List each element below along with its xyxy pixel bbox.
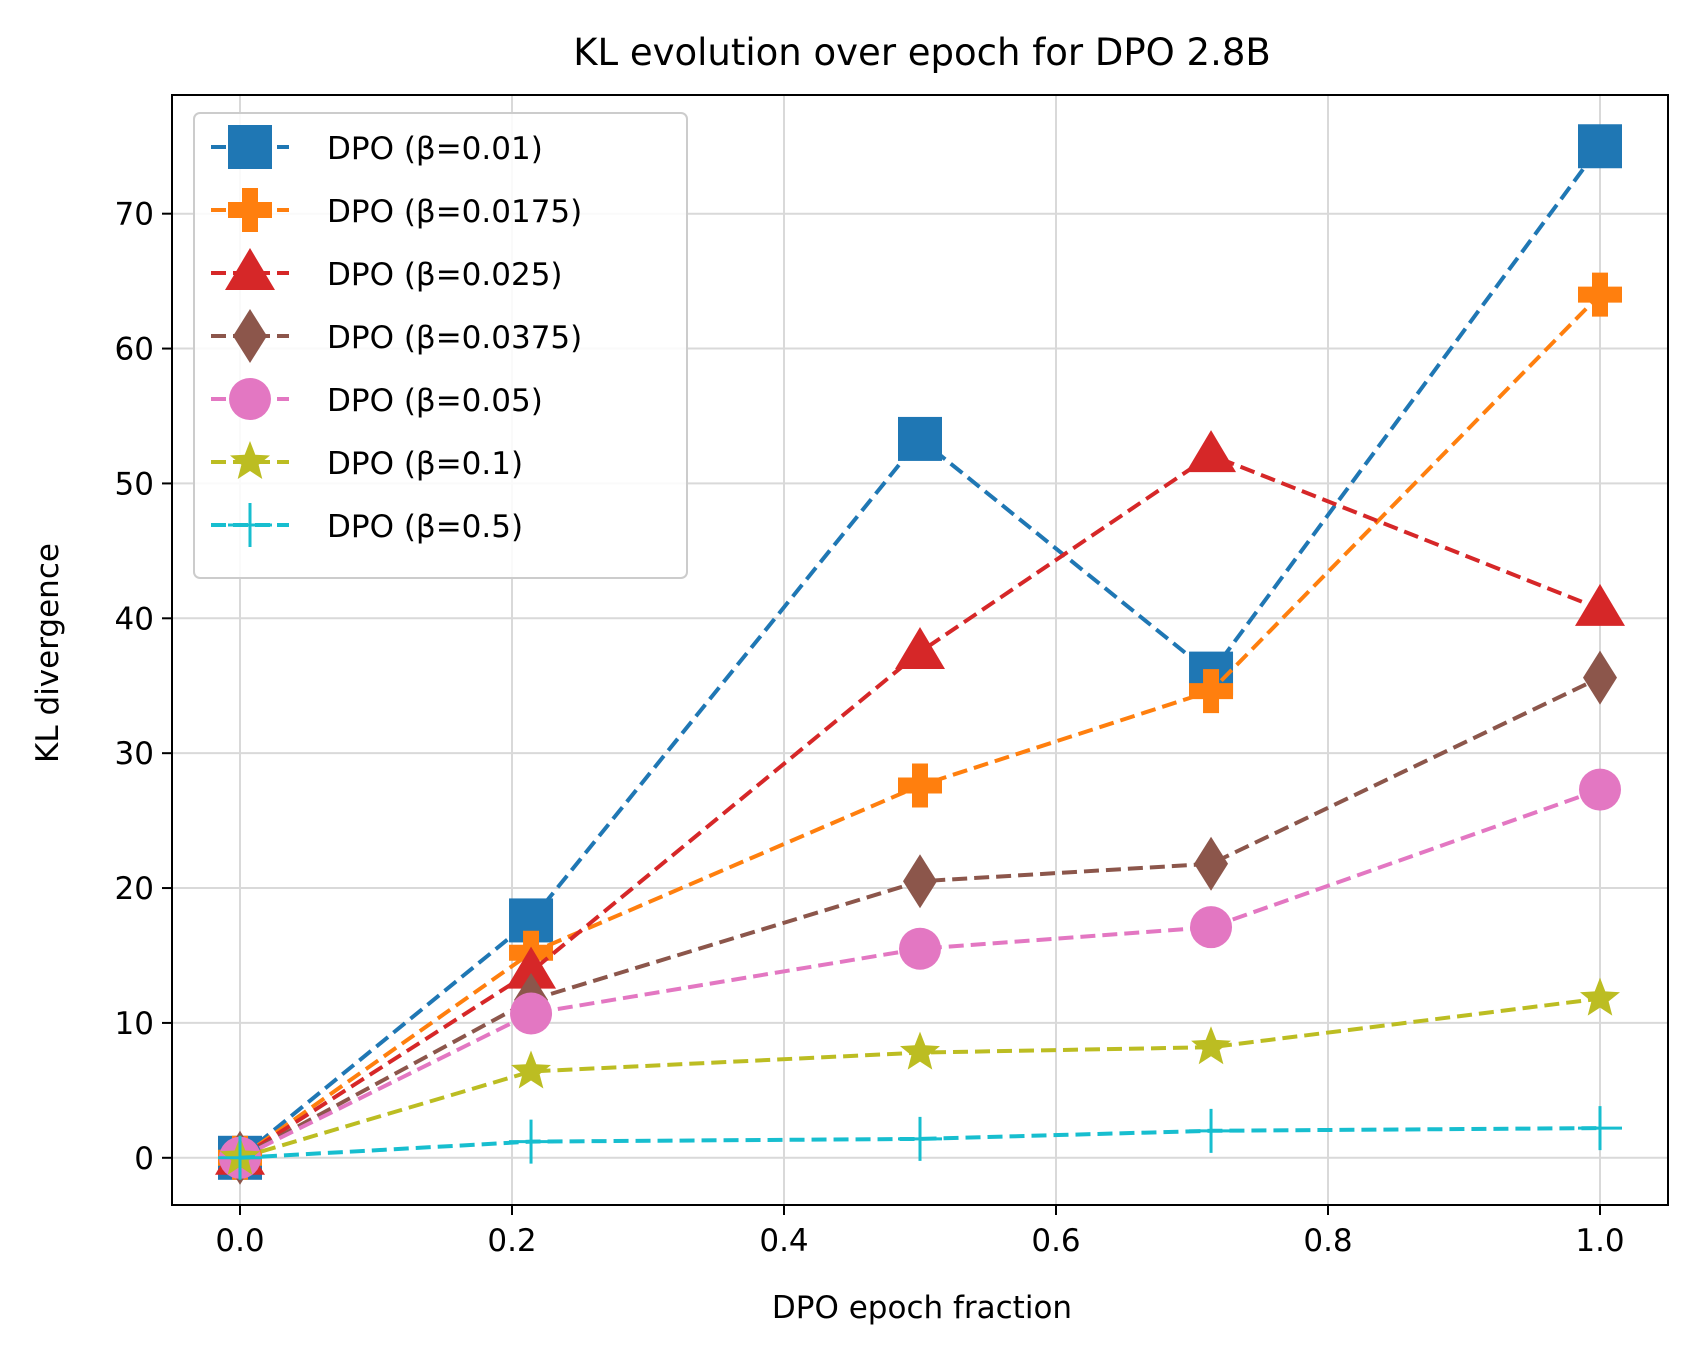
legend-marker (228, 503, 272, 547)
legend-label: DPO (β=0.01) (327, 131, 543, 167)
data-point (899, 927, 941, 970)
data-point (1191, 1026, 1231, 1065)
legend-box (193, 112, 688, 579)
legend-marker (228, 125, 272, 169)
series-7 (218, 1106, 1622, 1180)
data-point (511, 1050, 551, 1089)
x-tick-label: 0.0 (215, 1223, 264, 1259)
data-point (1578, 124, 1622, 169)
legend-entry: DPO (β=0.025) (211, 248, 563, 293)
y-tick-label: 70 (115, 197, 154, 233)
data-point (1189, 669, 1234, 714)
y-axis-label: KL divergence (30, 543, 66, 763)
legend-label: DPO (β=0.0375) (327, 320, 582, 356)
legend-entry: DPO (β=0.05) (211, 378, 543, 420)
data-point (509, 1119, 554, 1164)
legend: DPO (β=0.01) DPO (β=0.0175) DPO (β=0.025) D… (193, 112, 688, 579)
legend-marker (225, 248, 275, 290)
legend-label: DPO (β=0.0175) (327, 194, 582, 230)
data-point (898, 763, 942, 808)
legend-marker (233, 309, 267, 363)
legend-label: DPO (β=0.05) (327, 383, 543, 419)
legend-label: DPO (β=0.5) (327, 509, 523, 545)
x-tick-label: 0.6 (1031, 1223, 1080, 1259)
y-tick-label: 30 (115, 736, 154, 772)
legend-marker (229, 378, 271, 420)
grid-lines (172, 95, 1668, 1205)
x-tick-label: 0.8 (1303, 1223, 1352, 1259)
x-tick-label: 0.4 (759, 1223, 808, 1259)
data-point (1186, 430, 1237, 473)
data-point (900, 1031, 940, 1070)
plot-series (215, 124, 1625, 1185)
data-point (1578, 1106, 1622, 1151)
y-tick-label: 40 (115, 601, 154, 637)
data-point (1194, 836, 1229, 891)
data-point (895, 627, 945, 670)
x-tick-label: 1.0 (1575, 1223, 1624, 1259)
data-point (1189, 1108, 1234, 1153)
data-point (898, 416, 942, 461)
data-point (1579, 768, 1621, 811)
plot-frame (171, 94, 1669, 1206)
series-line (239, 1126, 1601, 1160)
y-tick-label: 20 (115, 871, 154, 907)
y-tick-label: 60 (115, 332, 154, 368)
legend-entry: DPO (β=0.0175) (211, 188, 582, 232)
y-tick-label: 50 (115, 466, 154, 502)
y-tick-label: 10 (115, 1006, 154, 1042)
data-point (506, 946, 557, 989)
legend-marker (228, 188, 272, 232)
data-point (510, 992, 553, 1035)
axis-ticks: 0.0 0.2 0.4 0.6 0.8 1.0 0 10 20 30 40 50 60 70 (115, 197, 1625, 1259)
data-point (1583, 650, 1617, 705)
data-point (1575, 583, 1625, 626)
x-axis-label: DPO epoch fraction (772, 1290, 1072, 1326)
legend-entry: DPO (β=0.5) (211, 503, 523, 547)
legend-label: DPO (β=0.1) (327, 446, 523, 482)
data-point (1578, 272, 1622, 317)
legend-entry: DPO (β=0.0375) (211, 309, 582, 363)
legend-label: DPO (β=0.025) (327, 257, 563, 293)
legend-marker (230, 441, 270, 479)
data-point (1580, 977, 1620, 1016)
data-point (903, 854, 937, 909)
x-tick-label: 0.2 (487, 1223, 536, 1259)
legend-entry: DPO (β=0.1) (211, 441, 523, 482)
legend-entry: DPO (β=0.01) (211, 125, 543, 169)
chart-title: KL evolution over epoch for DPO 2.8B (573, 31, 1271, 74)
data-point (1190, 906, 1233, 949)
y-tick-label: 0 (134, 1141, 154, 1177)
series-line (239, 787, 1601, 1160)
data-point (898, 1116, 942, 1161)
data-point (218, 1135, 262, 1180)
